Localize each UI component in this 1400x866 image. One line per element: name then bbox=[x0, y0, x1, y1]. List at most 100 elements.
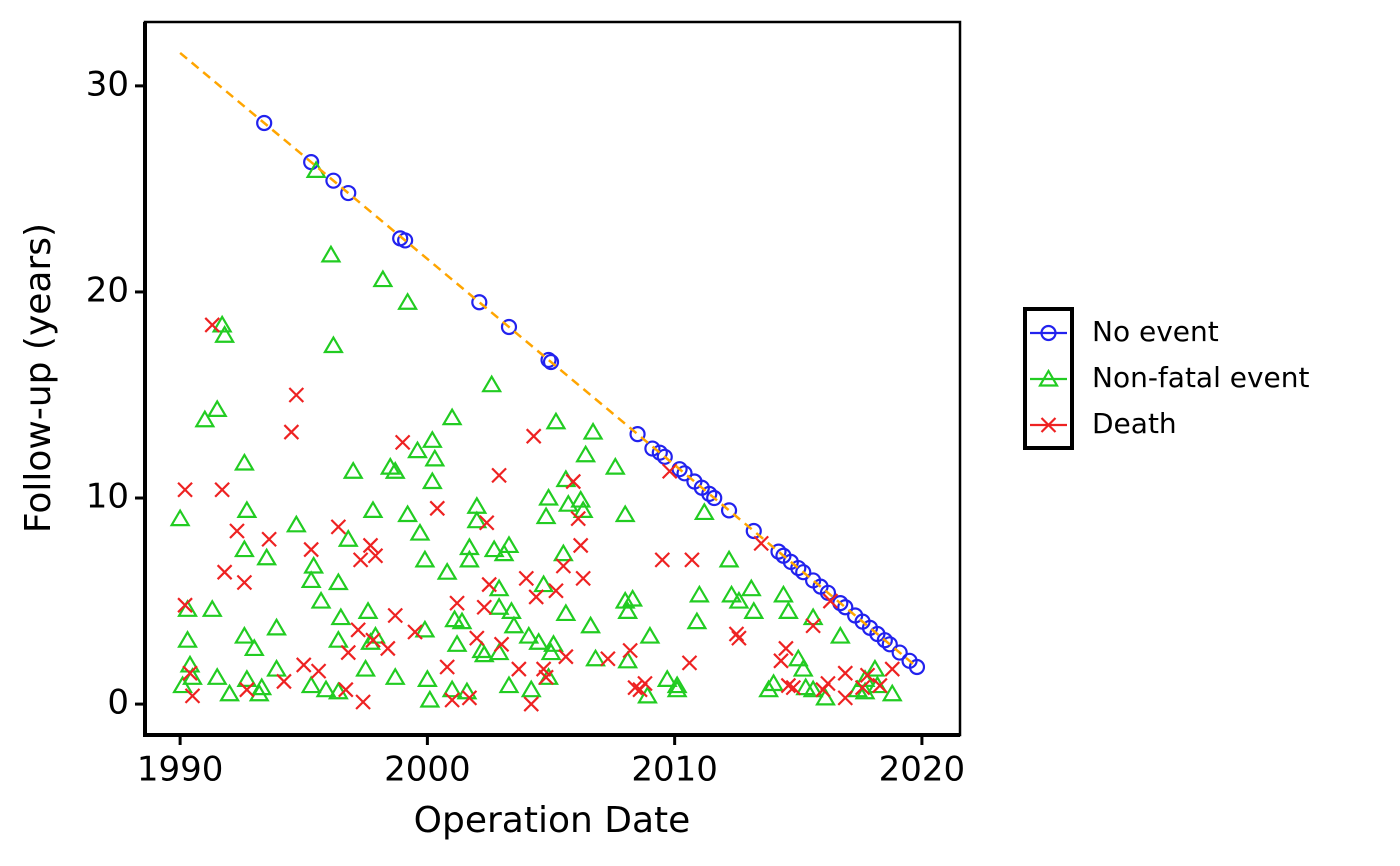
point bbox=[565, 473, 582, 490]
point bbox=[219, 683, 240, 702]
point bbox=[684, 552, 700, 568]
point bbox=[540, 351, 557, 369]
point bbox=[481, 576, 497, 593]
point bbox=[444, 609, 466, 628]
point bbox=[528, 632, 550, 650]
y-tick-label: 20 bbox=[86, 270, 129, 310]
point bbox=[177, 599, 198, 617]
point bbox=[458, 549, 480, 568]
point bbox=[706, 489, 723, 507]
point bbox=[384, 461, 406, 479]
point bbox=[881, 683, 903, 702]
point bbox=[493, 636, 510, 653]
point bbox=[469, 630, 485, 646]
point bbox=[352, 552, 369, 568]
point bbox=[585, 648, 606, 667]
point bbox=[753, 535, 769, 552]
point bbox=[802, 679, 824, 698]
point bbox=[770, 543, 787, 560]
point bbox=[881, 636, 898, 653]
point bbox=[639, 625, 661, 644]
point bbox=[177, 597, 193, 613]
point bbox=[778, 640, 794, 657]
point bbox=[558, 648, 574, 665]
point bbox=[466, 510, 488, 529]
point bbox=[637, 685, 658, 704]
point bbox=[837, 690, 854, 706]
point bbox=[179, 654, 201, 673]
point bbox=[441, 407, 463, 426]
point bbox=[520, 679, 542, 698]
point bbox=[194, 409, 216, 428]
legend-marker bbox=[1040, 324, 1057, 342]
point bbox=[557, 494, 579, 512]
point bbox=[773, 653, 789, 669]
point bbox=[666, 679, 688, 698]
point bbox=[310, 590, 332, 609]
point bbox=[872, 677, 888, 694]
point bbox=[523, 696, 540, 712]
point bbox=[600, 650, 616, 667]
point bbox=[458, 537, 480, 556]
point bbox=[342, 461, 364, 479]
point bbox=[548, 582, 564, 599]
point bbox=[421, 430, 443, 448]
point bbox=[552, 543, 574, 562]
point bbox=[233, 539, 255, 558]
point bbox=[478, 514, 495, 531]
point bbox=[233, 625, 255, 644]
point bbox=[891, 644, 908, 661]
point bbox=[177, 481, 193, 498]
point bbox=[397, 292, 419, 310]
point bbox=[449, 595, 465, 611]
point bbox=[795, 564, 812, 581]
point bbox=[444, 692, 460, 708]
point bbox=[236, 669, 258, 687]
y-tick-label: 0 bbox=[107, 683, 129, 723]
point bbox=[276, 673, 292, 690]
point bbox=[498, 675, 520, 694]
y-tick-label: 30 bbox=[86, 64, 129, 104]
point bbox=[570, 510, 586, 527]
point bbox=[790, 559, 807, 577]
point bbox=[488, 642, 510, 661]
point bbox=[338, 681, 354, 698]
point bbox=[362, 500, 384, 518]
point bbox=[740, 578, 762, 597]
point bbox=[837, 599, 854, 616]
point bbox=[686, 611, 708, 630]
point bbox=[337, 529, 359, 547]
point bbox=[476, 599, 493, 616]
point bbox=[397, 504, 419, 523]
point bbox=[409, 522, 431, 541]
point bbox=[182, 667, 203, 685]
point bbox=[327, 630, 349, 648]
point bbox=[787, 648, 809, 667]
point bbox=[340, 644, 357, 661]
point bbox=[355, 658, 376, 677]
point bbox=[436, 562, 458, 580]
point bbox=[617, 650, 639, 669]
point bbox=[728, 626, 745, 642]
point bbox=[300, 570, 322, 589]
point bbox=[261, 531, 277, 548]
point bbox=[473, 644, 495, 663]
point bbox=[350, 622, 366, 638]
point bbox=[488, 578, 510, 597]
point bbox=[320, 244, 342, 263]
point bbox=[266, 617, 287, 636]
point bbox=[503, 615, 525, 634]
point bbox=[177, 630, 198, 648]
point bbox=[518, 570, 535, 587]
point bbox=[676, 465, 693, 482]
point bbox=[488, 597, 510, 615]
point bbox=[416, 669, 438, 687]
point bbox=[837, 665, 854, 681]
point bbox=[701, 485, 718, 502]
point bbox=[295, 657, 312, 673]
point bbox=[461, 690, 478, 706]
point bbox=[575, 444, 597, 463]
point bbox=[407, 440, 428, 459]
point bbox=[501, 601, 522, 619]
